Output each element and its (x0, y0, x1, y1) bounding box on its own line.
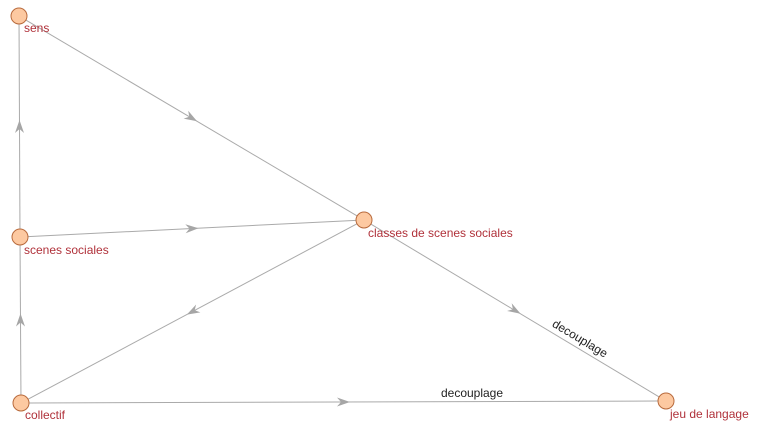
edge-sens-to-classes (25, 19, 358, 217)
arrow-head-icon (507, 303, 521, 314)
node-label-sens: sens (24, 21, 49, 35)
node-label-jeu: jeu de langage (669, 407, 749, 421)
node-label-collectif: collectif (25, 408, 66, 422)
edge-collectif-to-jeu: decouplage (28, 386, 659, 407)
node-circle-icon[interactable] (11, 228, 29, 246)
arrow-head-icon (183, 110, 198, 122)
nodes-layer: sens scenes sociales collectif classes de s… (10, 7, 749, 422)
arrow-head-icon (337, 397, 350, 407)
edge-classes-to-jeu: decouplage (370, 223, 660, 398)
edge-scenes-sociales-to-classes (27, 219, 357, 238)
node-circle-icon[interactable] (657, 392, 675, 410)
node-label-classes: classes de scenes sociales (368, 226, 513, 240)
edge-label-collectif-to-jeu: decouplage (441, 386, 503, 400)
edges-layer: decouplage decouplage (15, 19, 660, 407)
edge-collectif-to-scenes-sociales (16, 244, 25, 396)
node-classes[interactable]: classes de scenes sociales (355, 211, 513, 240)
node-circle-icon[interactable] (12, 394, 30, 412)
arrow-head-icon (186, 304, 201, 315)
node-scenes-sociales[interactable]: scenes sociales (11, 228, 109, 257)
arrow-head-icon (15, 120, 24, 133)
node-circle-icon[interactable] (355, 211, 373, 229)
node-jeu[interactable]: jeu de langage (657, 392, 749, 421)
arrow-head-icon (16, 313, 25, 327)
node-sens[interactable]: sens (10, 7, 49, 35)
edge-label-classes-to-jeu: decouplage (550, 317, 611, 361)
node-label-scenes-sociales: scenes sociales (24, 243, 109, 257)
edge-scenes-sociales-to-sens (15, 23, 24, 230)
edge-classes-to-collectif (27, 223, 358, 400)
arrow-head-icon (185, 224, 199, 234)
node-circle-icon[interactable] (10, 7, 28, 25)
node-collectif[interactable]: collectif (12, 394, 66, 422)
